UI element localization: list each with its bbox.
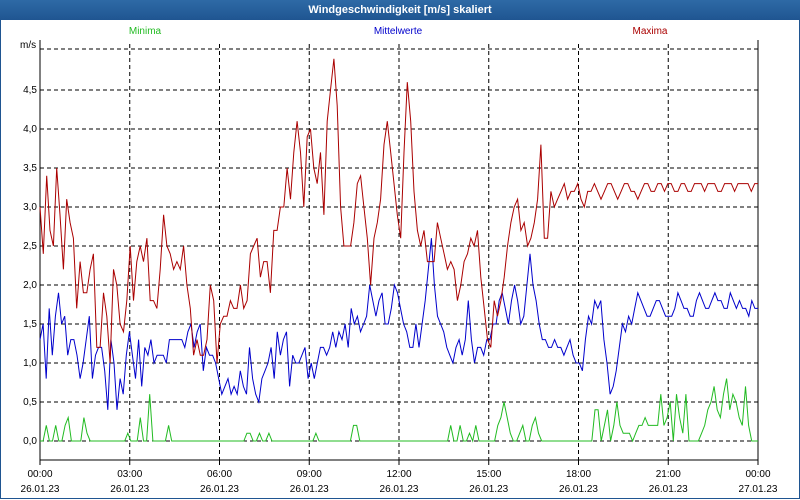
y-tick-label: 2,0	[23, 280, 37, 291]
x-tick-time: 03:00	[117, 469, 142, 480]
x-tick-date: 26.01.23	[21, 484, 60, 495]
y-axis-unit: m/s	[20, 40, 36, 51]
y-tick-label: 1,0	[23, 358, 37, 369]
tick-labels: 0,0 0,5 1,0 1,5 2,0 2,5 3,0 3,5 4,0 4,5 m/s 00:00 26…	[20, 40, 778, 495]
legend-minima: Minima	[129, 26, 162, 37]
x-tick-date: 26.01.23	[200, 484, 239, 495]
y-tick-label: 0,0	[23, 436, 37, 447]
y-tick-label: 3,5	[23, 163, 37, 174]
y-tick-label: 4,0	[23, 124, 37, 135]
x-tick-date: 26.01.23	[649, 484, 688, 495]
y-tick-label: 4,5	[23, 85, 37, 96]
legend: Minima Mittelwerte Maxima	[129, 26, 668, 37]
chart-title: Windgeschwindigkeit [m/s] skaliert	[0, 0, 800, 20]
y-tick-label: 1,5	[23, 319, 37, 330]
x-tick-time: 00:00	[745, 469, 770, 480]
x-tick-time: 12:00	[386, 469, 411, 480]
x-tick-time: 09:00	[297, 469, 322, 480]
legend-maxima: Maxima	[632, 26, 667, 37]
x-tick-date: 26.01.23	[110, 484, 149, 495]
y-tick-label: 0,5	[23, 397, 37, 408]
x-tick-date: 26.01.23	[290, 484, 329, 495]
x-tick-date: 26.01.23	[559, 484, 598, 495]
x-tick-time: 21:00	[656, 469, 681, 480]
series-line-maxima	[39, 58, 758, 364]
y-tick-label: 2,5	[23, 241, 37, 252]
x-tick-date: 26.01.23	[380, 484, 419, 495]
series-line-mittelwerte	[39, 238, 758, 410]
series-line-minima	[40, 378, 758, 443]
legend-mittelwerte: Mittelwerte	[374, 26, 423, 37]
x-tick-time: 00:00	[27, 469, 52, 480]
x-tick-date: 27.01.23	[739, 484, 778, 495]
series-group	[39, 58, 758, 443]
x-tick-time: 15:00	[476, 469, 501, 480]
y-tick-label: 3,0	[23, 202, 37, 213]
axes	[39, 40, 759, 465]
x-tick-time: 06:00	[207, 469, 232, 480]
x-tick-date: 26.01.23	[469, 484, 508, 495]
grid-lines	[40, 44, 758, 460]
x-tick-time: 18:00	[566, 469, 591, 480]
